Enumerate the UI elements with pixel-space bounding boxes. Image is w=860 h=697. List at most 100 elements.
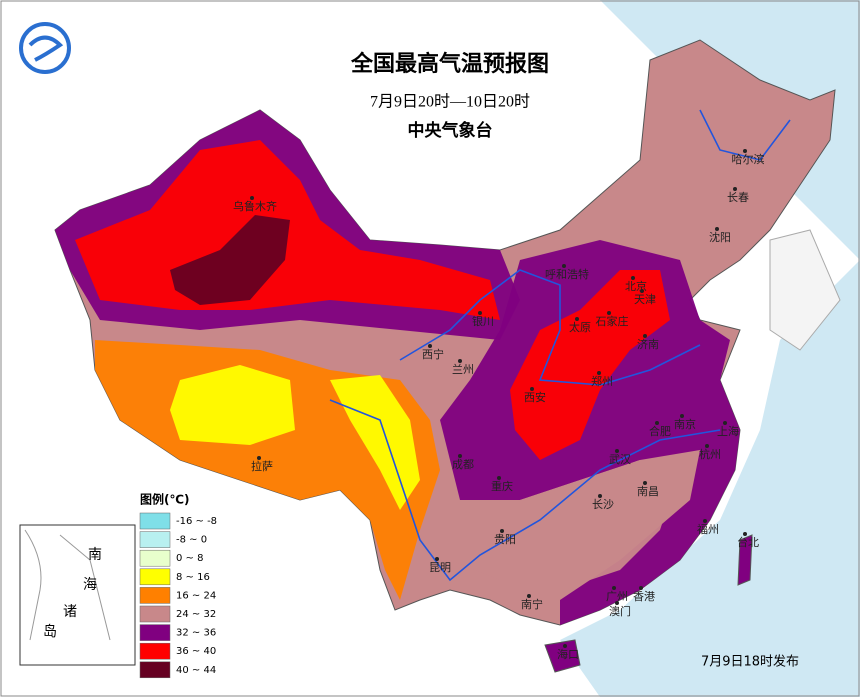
legend-swatch bbox=[139, 587, 171, 604]
taiwan bbox=[737, 534, 753, 586]
legend-label: 0 ~ 8 bbox=[176, 553, 203, 564]
inset-coast bbox=[24, 529, 111, 641]
city-label: 济南 bbox=[637, 337, 659, 351]
city-dot bbox=[530, 387, 534, 391]
legend-swatch bbox=[139, 568, 171, 586]
city-label: 哈尔滨 bbox=[732, 152, 765, 166]
legend-label: -8 ~ 0 bbox=[176, 535, 207, 546]
city-label: 长春 bbox=[727, 191, 749, 204]
city-dot bbox=[478, 311, 482, 315]
legend-title: 图例(℃) bbox=[140, 492, 190, 507]
city-dot bbox=[733, 187, 737, 191]
city-dot bbox=[250, 196, 254, 200]
title: 全国最高气温预报图 bbox=[350, 51, 549, 77]
city-label: 拉萨 bbox=[251, 459, 273, 473]
city-dot bbox=[563, 644, 567, 648]
issue-note: 7月9日18时发布 bbox=[701, 654, 799, 670]
city-dot bbox=[598, 494, 602, 498]
city-label: 兰州 bbox=[452, 363, 474, 376]
temperature-zone bbox=[440, 240, 740, 625]
temperature-zone bbox=[170, 365, 295, 445]
hainan bbox=[544, 639, 581, 673]
temperature-zone bbox=[170, 215, 290, 305]
legend-label: 32 ~ 36 bbox=[176, 628, 216, 639]
city-label: 海口 bbox=[557, 647, 579, 661]
city-label: 银川 bbox=[472, 314, 494, 328]
city-dot bbox=[257, 456, 261, 460]
temperature-zone bbox=[450, 460, 680, 590]
city-dot bbox=[705, 444, 709, 448]
agency: 中央气象台 bbox=[408, 120, 493, 141]
city-dot bbox=[428, 344, 432, 348]
city-label: 合肥 bbox=[649, 424, 671, 438]
city-label: 乌鲁木齐 bbox=[233, 199, 277, 213]
legend-swatch bbox=[139, 661, 171, 679]
yangtze bbox=[329, 399, 721, 582]
inset-label: 海 bbox=[83, 577, 97, 593]
legend-label: 8 ~ 16 bbox=[176, 572, 210, 583]
city-label: 天津 bbox=[634, 293, 656, 306]
city-label: 昆明 bbox=[429, 561, 451, 574]
city-dot bbox=[640, 289, 644, 293]
city-label: 南京 bbox=[674, 417, 696, 431]
inset-label: 诸 bbox=[63, 604, 77, 620]
city-label: 广州 bbox=[606, 590, 628, 603]
city-label: 福州 bbox=[697, 522, 719, 536]
city-label: 上海 bbox=[717, 424, 739, 438]
legend-label: 40 ~ 44 bbox=[176, 665, 216, 676]
city-dot bbox=[703, 519, 707, 523]
city-dot bbox=[575, 317, 579, 321]
city-dot bbox=[639, 586, 643, 590]
legend-swatch bbox=[139, 512, 171, 530]
inset-box bbox=[19, 524, 136, 666]
city-dot bbox=[680, 414, 684, 418]
inset-label: 岛 bbox=[43, 624, 57, 640]
city-dot bbox=[715, 227, 719, 231]
subtitle: 7月9日20时—10日20时 bbox=[370, 93, 530, 111]
rivers bbox=[329, 109, 791, 582]
temperature-zone bbox=[510, 270, 670, 460]
city-dot bbox=[723, 421, 727, 425]
city-label: 西宁 bbox=[422, 347, 444, 361]
city-label: 沈阳 bbox=[709, 230, 731, 244]
logo-mark bbox=[28, 35, 64, 62]
logo bbox=[19, 22, 71, 74]
inset-label: 南 bbox=[88, 547, 102, 563]
city-label: 台北 bbox=[737, 535, 759, 549]
city-label: 香港 bbox=[633, 590, 655, 603]
city-label: 杭州 bbox=[699, 447, 721, 461]
city-label: 武汉 bbox=[609, 453, 631, 466]
songhua bbox=[699, 109, 791, 161]
city-dot bbox=[500, 529, 504, 533]
yellow-river bbox=[399, 269, 701, 386]
city-dot bbox=[527, 594, 531, 598]
legend-swatch bbox=[139, 624, 171, 641]
legend-label: 24 ~ 32 bbox=[176, 609, 216, 620]
city-dot bbox=[597, 371, 601, 375]
legend-swatch bbox=[139, 531, 171, 548]
city-label: 南宁 bbox=[521, 597, 543, 611]
city-dot bbox=[643, 481, 647, 485]
legend-label: 16 ~ 24 bbox=[176, 590, 216, 601]
city-dot bbox=[615, 601, 619, 605]
city-label: 南昌 bbox=[637, 485, 659, 498]
city-label: 呼和浩特 bbox=[545, 267, 589, 281]
city-label: 石家庄 bbox=[596, 314, 629, 328]
city-dot bbox=[655, 421, 659, 425]
city-label: 贵阳 bbox=[494, 533, 516, 546]
city-label: 重庆 bbox=[491, 479, 513, 493]
city-dot bbox=[458, 359, 462, 363]
city-label: 西安 bbox=[524, 390, 546, 404]
city-dot bbox=[497, 476, 501, 480]
city-dot bbox=[612, 586, 616, 590]
city-dot bbox=[615, 449, 619, 453]
city-dot bbox=[743, 532, 747, 536]
city-dot bbox=[607, 311, 611, 315]
city-label: 成都 bbox=[452, 458, 474, 471]
city-label: 太原 bbox=[569, 321, 591, 334]
city-dot bbox=[631, 276, 635, 280]
city-label: 郑州 bbox=[591, 374, 613, 388]
legend-swatch bbox=[139, 605, 171, 623]
